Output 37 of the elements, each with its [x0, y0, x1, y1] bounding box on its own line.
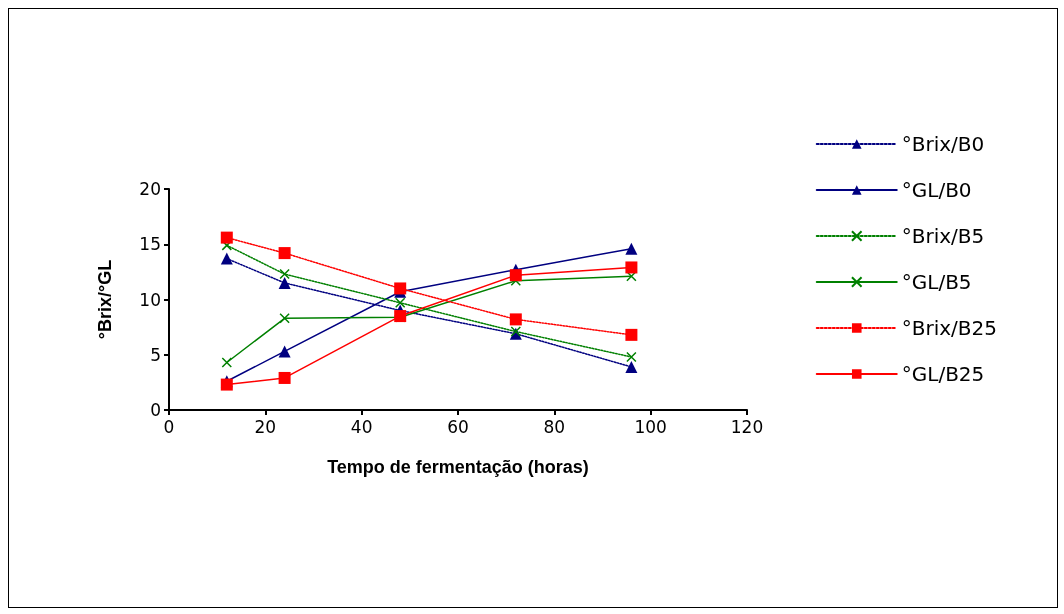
- point: [625, 242, 638, 255]
- point: [220, 252, 233, 265]
- point: [625, 360, 638, 373]
- y-tick-label: 15: [139, 234, 161, 255]
- y-tick-label: 20: [139, 179, 161, 199]
- point: [279, 268, 290, 280]
- point: [626, 351, 637, 363]
- y-tick-label: 10: [139, 289, 161, 310]
- legend-label: °Brix/B0: [901, 132, 985, 156]
- point: [394, 297, 406, 309]
- point: [220, 231, 233, 244]
- x-tick-label: 100: [634, 416, 667, 437]
- y-tick-label: 5: [150, 344, 161, 365]
- legend-label: °GL/B5: [901, 270, 972, 294]
- point: [279, 313, 290, 324]
- x-tick-label: 0: [163, 416, 175, 437]
- x-tick-label: 40: [350, 416, 373, 437]
- x-tick-label: 60: [447, 416, 469, 437]
- x-axis-title: Tempo de fermentação (horas): [327, 457, 589, 477]
- point: [278, 247, 291, 260]
- point: [278, 276, 291, 289]
- legend-label: °GL/B0: [901, 178, 972, 202]
- legend-label: °Brix/B5: [901, 224, 985, 248]
- point: [625, 261, 638, 274]
- y-tick-label: 0: [150, 400, 161, 420]
- legend-label: °Brix/B25: [901, 316, 998, 340]
- x-tick-label: 120: [730, 416, 764, 437]
- point: [625, 328, 638, 341]
- y-axis-title: °Brix/°GL: [95, 259, 115, 340]
- point: [278, 371, 291, 384]
- x-tick-label: 80: [543, 416, 566, 437]
- point: [278, 345, 291, 358]
- x-tick-label: 20: [254, 416, 277, 437]
- point: [509, 313, 522, 326]
- point: [509, 269, 522, 282]
- point: [221, 357, 233, 368]
- legend-label: °GL/B25: [901, 362, 985, 386]
